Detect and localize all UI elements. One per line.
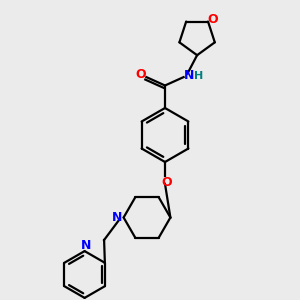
- Text: O: O: [208, 13, 218, 26]
- Text: H: H: [194, 70, 203, 81]
- Text: O: O: [136, 68, 146, 82]
- Text: N: N: [112, 211, 122, 224]
- Text: O: O: [161, 176, 172, 189]
- Text: N: N: [184, 69, 194, 82]
- Text: N: N: [81, 239, 91, 252]
